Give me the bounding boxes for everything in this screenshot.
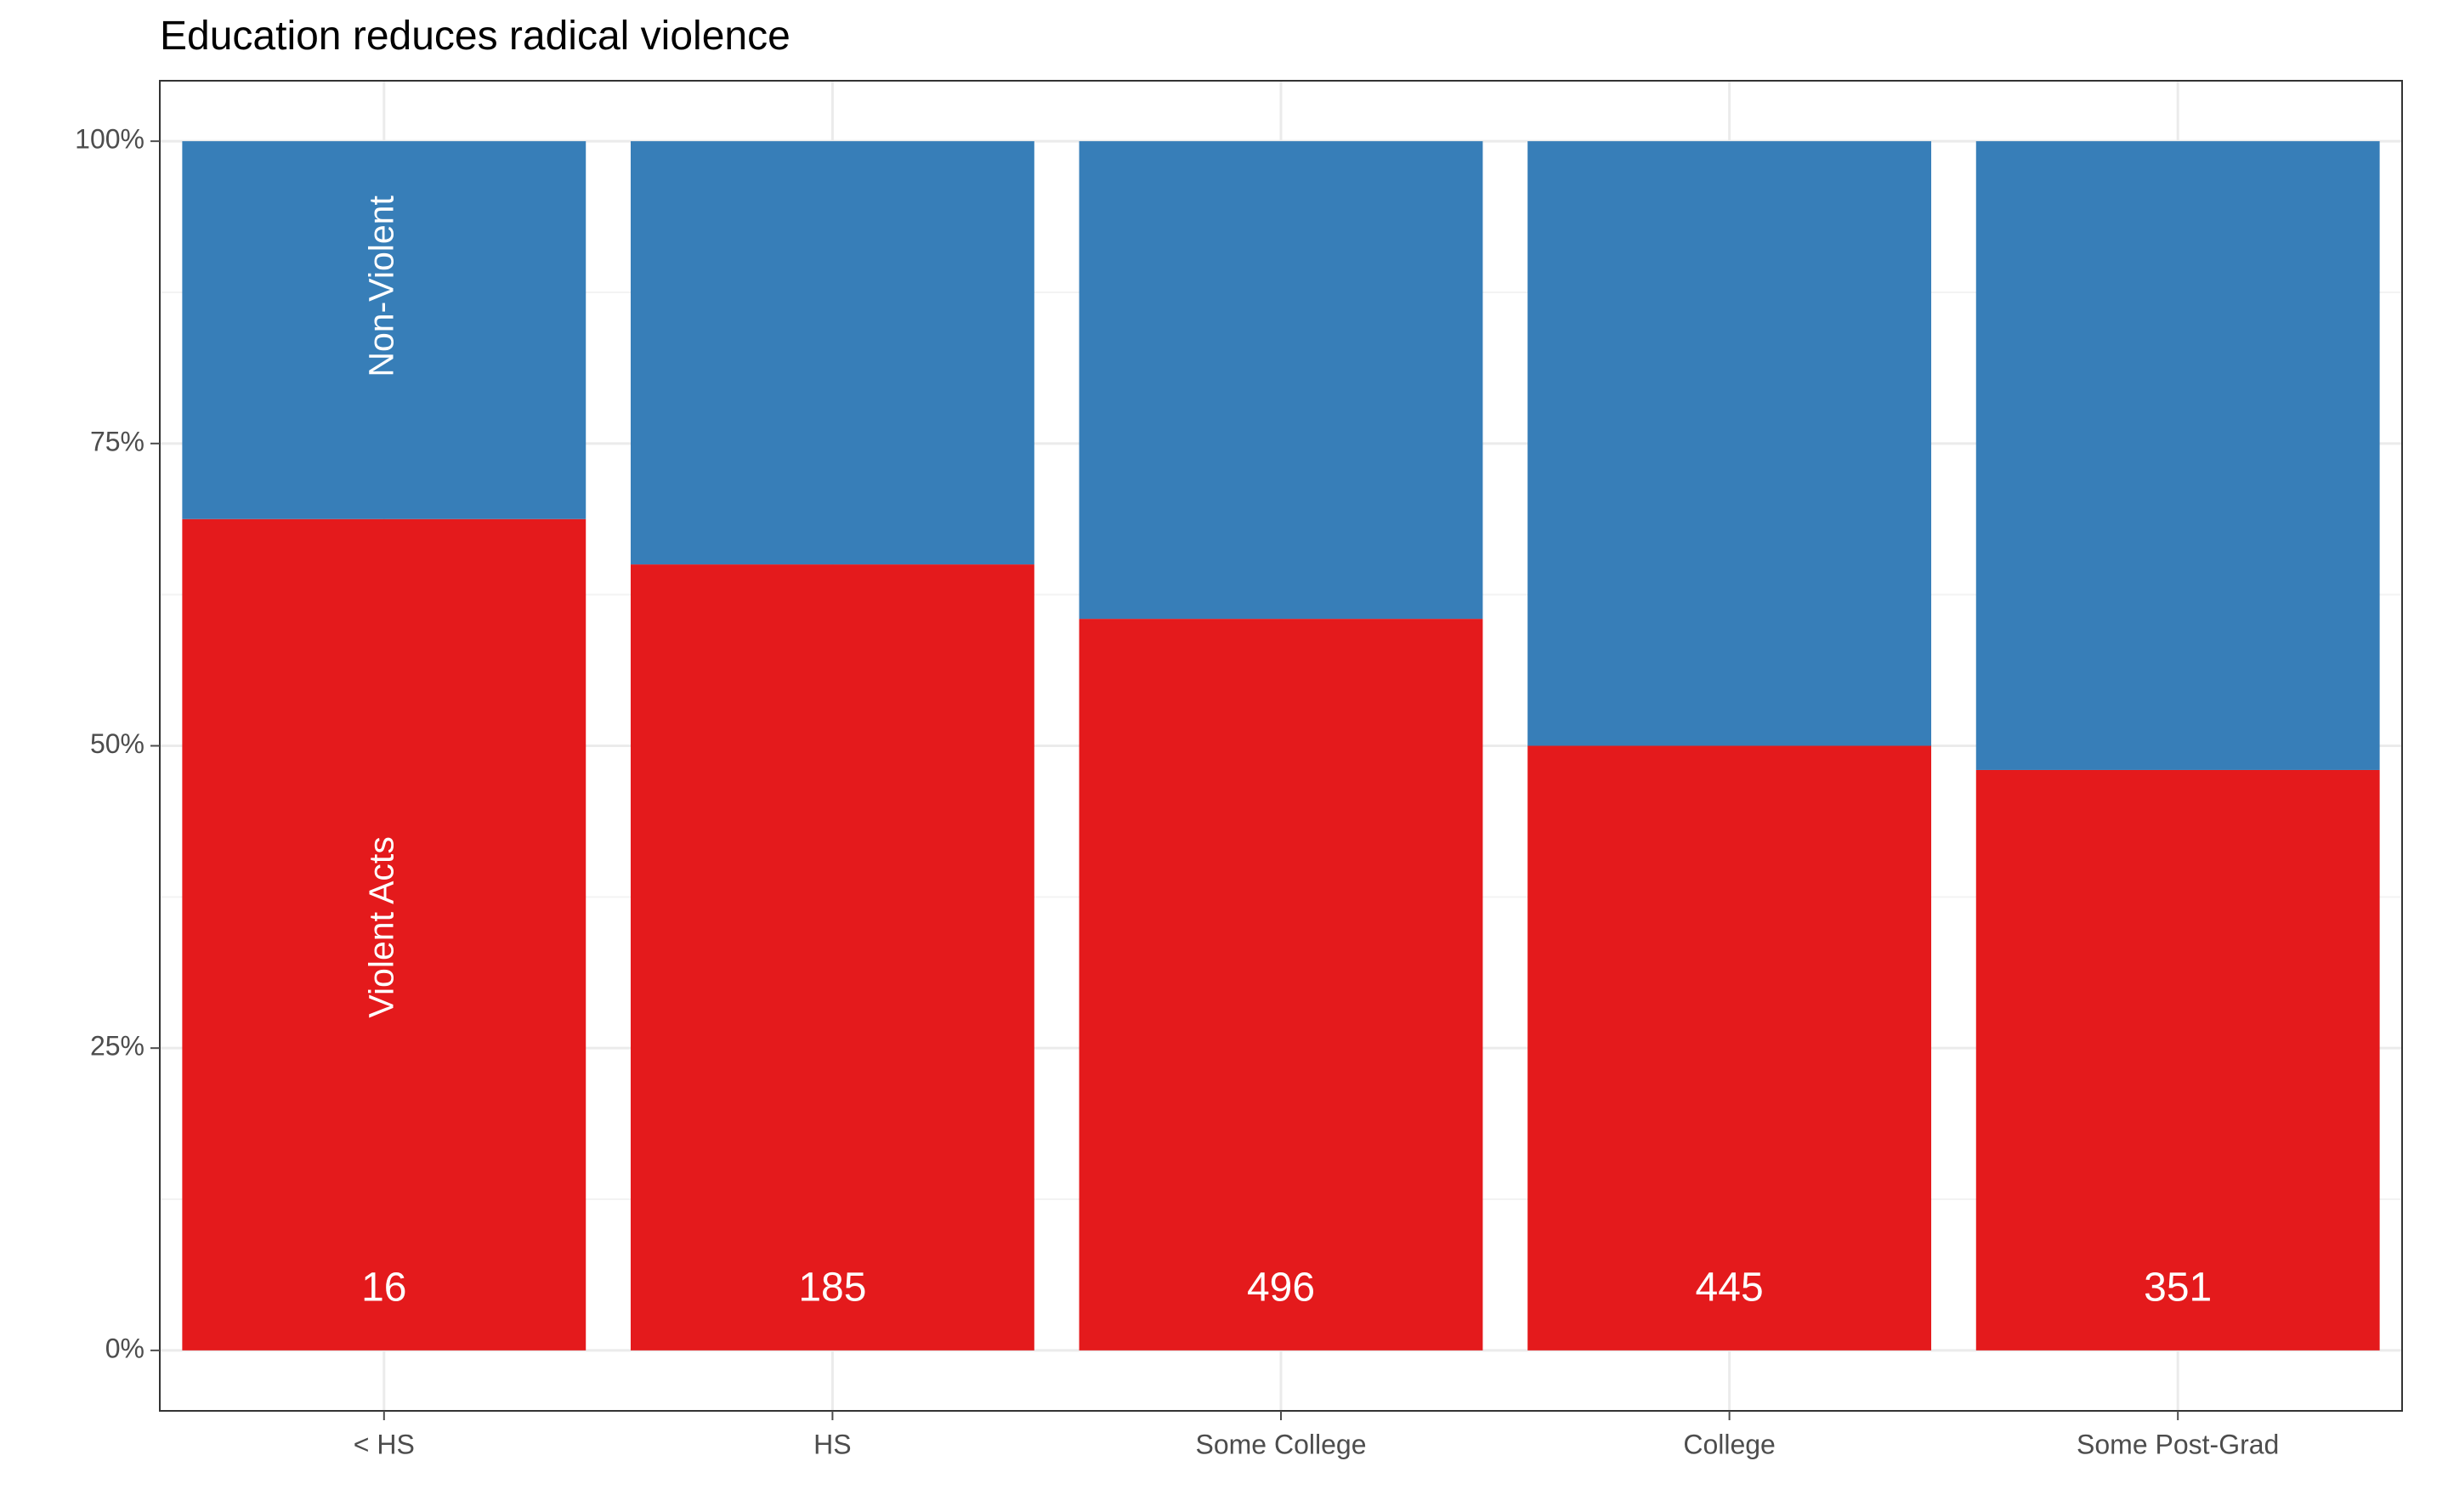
bar-count-label: 16 [361, 1265, 406, 1310]
bar-segment-non-violent [1975, 141, 2380, 770]
x-axis-tick-label: Some Post-Grad [2077, 1429, 2279, 1459]
y-axis-tick-label: 25% [90, 1031, 144, 1062]
bar-segment-non-violent [182, 141, 586, 519]
x-axis-tick-label: College [1683, 1429, 1776, 1459]
chart-title: Education reduces radical violence [160, 14, 790, 59]
bars-layer [182, 141, 2380, 1351]
bar-segment-violent-acts [182, 518, 586, 1351]
y-axis-tick-label: 75% [90, 426, 144, 456]
bar-segment-non-violent [1079, 141, 1483, 620]
axes-layer: 0% 25% 50% 75% 100% < HS HS Some College College… [75, 124, 2279, 1460]
bar-count-label: 496 [1247, 1265, 1315, 1310]
segment-label-violent-acts: Violent Acts [362, 836, 401, 1018]
y-axis-tick-label: 100% [75, 124, 144, 155]
bar-segment-non-violent [630, 141, 1034, 565]
bar-count-label: 445 [1696, 1265, 1764, 1310]
x-axis-tick-label: HS [813, 1429, 851, 1459]
bar-segment-violent-acts [1527, 745, 1932, 1351]
y-axis-tick-label: 0% [105, 1333, 144, 1363]
bar-count-label: 185 [798, 1265, 866, 1310]
y-axis-tick-label: 50% [90, 728, 144, 759]
bar-segment-violent-acts [1975, 769, 2380, 1351]
bar-count-label: 351 [2144, 1265, 2212, 1310]
x-axis-tick-label: < HS [354, 1429, 415, 1459]
bar-segment-violent-acts [1079, 619, 1483, 1351]
bar-segment-violent-acts [630, 564, 1034, 1351]
x-axis-tick-label: Some College [1196, 1429, 1367, 1459]
bar-segment-non-violent [1527, 141, 1932, 746]
segment-label-non-violent: Non-Violent [362, 195, 401, 377]
labels-layer: 16 185 496 445 351 Non-Violent Violent Acts [361, 195, 2212, 1311]
